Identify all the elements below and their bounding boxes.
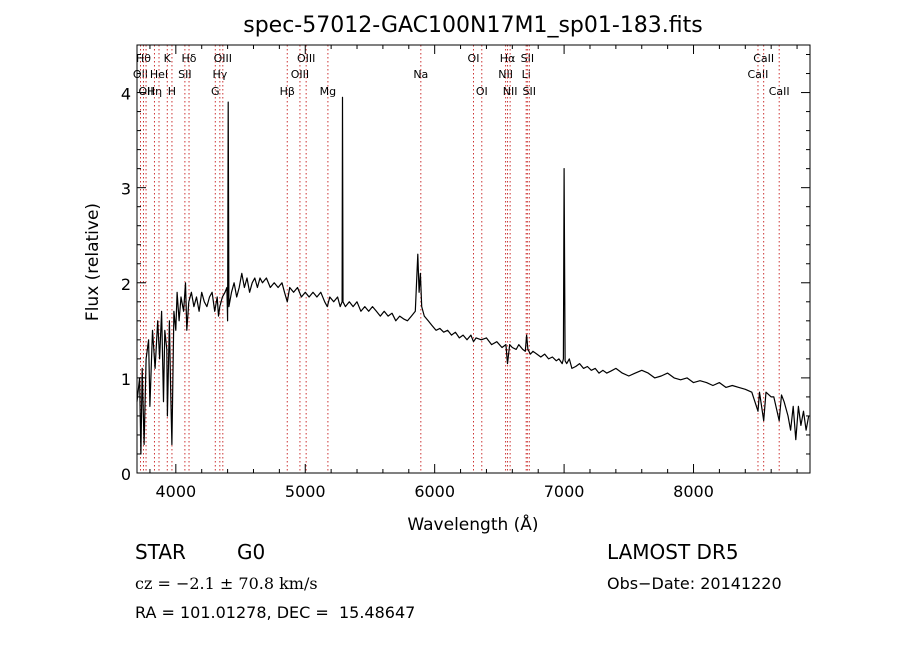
plot-frame bbox=[136, 44, 811, 474]
marker-label-27: CaII bbox=[769, 85, 790, 98]
marker-label-23: SII bbox=[521, 52, 534, 65]
emission-line-markers: OIIHθOIIHηHeIKHSIIHδGHγOIIIHβOIIIOIIIMgN… bbox=[133, 45, 790, 473]
observation-date: Obs−Date: 20141220 bbox=[607, 574, 782, 593]
axis-ticks: 4000 5000 6000 7000 8000 0 1 2 3 4 bbox=[121, 45, 810, 501]
x-tick-label-3: 7000 bbox=[544, 482, 585, 501]
x-tick-label-2: 6000 bbox=[414, 482, 455, 501]
x-axis-label: Wavelength (Å) bbox=[407, 513, 538, 535]
marker-label-21: NII bbox=[503, 85, 518, 98]
marker-label-17: OI bbox=[468, 52, 480, 65]
y-tick-label-1: 1 bbox=[121, 370, 131, 389]
marker-label-26: CaII bbox=[753, 52, 774, 65]
marker-label-10: Hγ bbox=[212, 68, 227, 81]
marker-label-19: NII bbox=[498, 68, 513, 81]
sky-coordinates: RA = 101.01278, DEC = 15.48647 bbox=[135, 603, 416, 622]
marker-label-18: OI bbox=[476, 85, 488, 98]
marker-label-13: OIII bbox=[291, 68, 309, 81]
marker-label-16: Na bbox=[413, 68, 428, 81]
marker-label-11: OIII bbox=[214, 52, 232, 65]
marker-label-15: Mg bbox=[320, 85, 336, 98]
y-tick-label-2: 2 bbox=[121, 275, 131, 294]
marker-label-2: OII bbox=[138, 85, 153, 98]
x-tick-label-1: 5000 bbox=[285, 482, 326, 501]
object-class: STAR bbox=[135, 540, 186, 564]
chart-title: spec-57012-GAC100N17M1_sp01-183.fits bbox=[243, 13, 703, 38]
marker-label-9: G bbox=[211, 85, 220, 98]
marker-label-8: Hδ bbox=[182, 52, 197, 65]
marker-label-1: Hθ bbox=[136, 52, 151, 65]
x-tick-label-0: 4000 bbox=[155, 482, 196, 501]
marker-label-20: Hα bbox=[500, 52, 516, 65]
x-tick-label-4: 8000 bbox=[673, 482, 714, 501]
marker-label-4: HeI bbox=[150, 68, 168, 81]
marker-label-22: Li bbox=[522, 68, 531, 81]
spectral-subclass: G0 bbox=[237, 540, 266, 564]
redshift-velocity: cz = −2.1 ± 70.8 km/s bbox=[135, 574, 318, 593]
y-tick-label-0: 0 bbox=[121, 465, 131, 484]
spectrum-line bbox=[136, 96, 810, 455]
marker-label-24: SII bbox=[523, 85, 536, 98]
marker-label-7: SII bbox=[178, 68, 191, 81]
y-tick-label-4: 4 bbox=[121, 85, 131, 104]
marker-label-3: Hη bbox=[147, 85, 162, 98]
marker-label-5: K bbox=[164, 52, 172, 65]
marker-label-14: OIII bbox=[297, 52, 315, 65]
survey-release: LAMOST DR5 bbox=[607, 540, 739, 564]
y-axis-label: Flux (relative) bbox=[83, 203, 103, 321]
marker-label-25: CaII bbox=[748, 68, 769, 81]
y-tick-label-3: 3 bbox=[121, 180, 131, 199]
marker-label-6: H bbox=[168, 85, 176, 98]
marker-label-12: Hβ bbox=[280, 85, 295, 98]
